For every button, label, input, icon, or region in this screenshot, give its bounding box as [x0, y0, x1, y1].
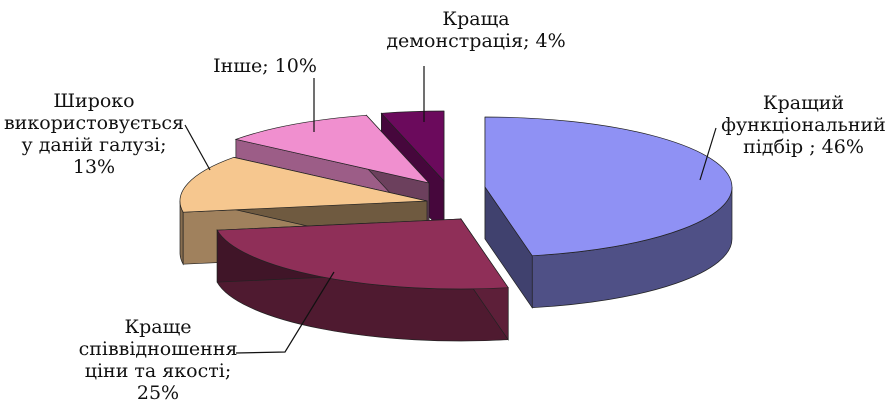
slice-label-other: Інше; 10%: [213, 55, 317, 77]
leader-line-price-quality: [235, 271, 335, 354]
slice-best-demo-top: [380, 110, 445, 182]
slice-label-price-quality: Краще співвідношення ціни та якості; 25%: [78, 316, 238, 404]
pie-slices: [179, 110, 733, 342]
slice-price-quality: [216, 217, 509, 342]
leader-line-widely-used: [184, 124, 211, 171]
slice-best-functional-fit: [484, 116, 733, 309]
slice-widely-used-top: [179, 156, 428, 213]
slice-label-best-demo: Краща демонстрація; 4%: [386, 8, 566, 52]
leader-lines: [184, 66, 717, 354]
slice-label-best-functional-fit: Кращий функціональний підбір ; 46%: [721, 92, 886, 158]
slice-best-functional-fit-top: [484, 116, 733, 257]
slice-price-quality-top: [216, 218, 509, 290]
slice-other-top: [234, 114, 431, 184]
slice-label-widely-used: Широко використовується у даній галузі; …: [3, 90, 185, 178]
leader-line-best-functional-fit: [699, 127, 717, 181]
